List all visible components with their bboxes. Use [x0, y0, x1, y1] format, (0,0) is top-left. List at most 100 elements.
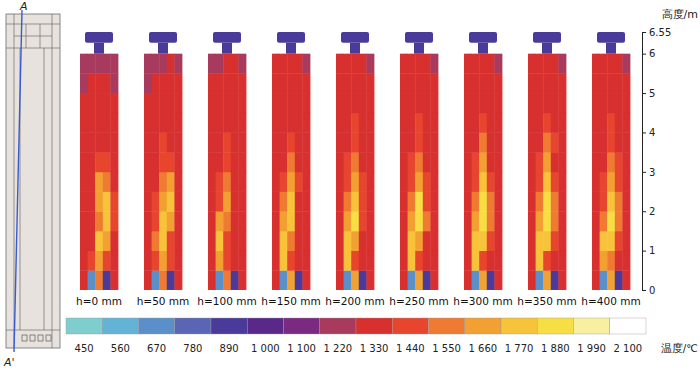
- cell: [344, 132, 352, 152]
- cell: [430, 73, 438, 93]
- tick: 0: [642, 285, 655, 296]
- cell: [344, 113, 352, 133]
- cell: [528, 211, 536, 231]
- cell: [408, 211, 416, 231]
- cell: [174, 192, 182, 212]
- cell: [295, 152, 303, 172]
- tick-mark: [642, 54, 646, 55]
- cell: [174, 251, 182, 271]
- cell: [472, 270, 480, 290]
- cell: [272, 251, 280, 271]
- cell: [487, 211, 495, 231]
- outlet-flange: [277, 32, 305, 43]
- colorbar-swatch: [175, 318, 211, 334]
- cell: [152, 152, 160, 172]
- cell: [592, 54, 600, 74]
- cell: [238, 251, 246, 271]
- cell: [423, 93, 431, 113]
- cell: [366, 211, 374, 231]
- cell: [366, 113, 374, 133]
- cell: [600, 172, 608, 192]
- cell: [88, 152, 96, 172]
- cell: [400, 270, 408, 290]
- cell: [95, 113, 103, 133]
- cell: [366, 93, 374, 113]
- cell: [600, 211, 608, 231]
- cell: [607, 54, 615, 74]
- cell: [295, 251, 303, 271]
- cell: [464, 231, 472, 251]
- cell: [600, 73, 608, 93]
- panel: [400, 32, 438, 290]
- cell: [408, 251, 416, 271]
- cell: [167, 192, 175, 212]
- colorbar-swatch: [284, 318, 320, 334]
- cell: [272, 73, 280, 93]
- cell: [400, 113, 408, 133]
- cell: [430, 211, 438, 231]
- cell: [536, 172, 544, 192]
- cell: [622, 152, 630, 172]
- cell: [216, 231, 224, 251]
- cell: [592, 211, 600, 231]
- cell: [159, 93, 167, 113]
- cell: [592, 172, 600, 192]
- cell: [159, 270, 167, 290]
- cell: [415, 93, 423, 113]
- panel: [336, 32, 374, 290]
- outlet-stem: [606, 43, 616, 54]
- cell: [287, 211, 295, 231]
- cell: [238, 73, 246, 93]
- outlet-stem: [478, 43, 488, 54]
- cell: [280, 73, 288, 93]
- cell: [472, 152, 480, 172]
- cell: [528, 231, 536, 251]
- cell: [351, 192, 359, 212]
- cell: [208, 113, 216, 133]
- cell: [536, 270, 544, 290]
- cell: [208, 73, 216, 93]
- furnace-body: [6, 14, 60, 348]
- cell: [144, 270, 152, 290]
- cell: [336, 54, 344, 74]
- cell: [80, 152, 88, 172]
- colorbar-label: 1 880: [541, 343, 570, 354]
- cell: [208, 192, 216, 212]
- cell: [400, 251, 408, 271]
- cell: [464, 132, 472, 152]
- outlet-flange: [533, 32, 561, 43]
- cell: [152, 132, 160, 152]
- cell: [174, 73, 182, 93]
- cell: [366, 54, 374, 74]
- colorbar-label: 1 100: [287, 343, 316, 354]
- cell: [302, 211, 310, 231]
- cell: [159, 172, 167, 192]
- cell: [487, 251, 495, 271]
- cell: [174, 231, 182, 251]
- cell: [551, 251, 559, 271]
- cell: [359, 251, 367, 271]
- cell: [415, 54, 423, 74]
- cell: [223, 270, 231, 290]
- cell: [167, 73, 175, 93]
- cell: [494, 211, 502, 231]
- cell: [280, 132, 288, 152]
- cell: [615, 73, 623, 93]
- cell: [592, 251, 600, 271]
- cell: [223, 251, 231, 271]
- cell: [607, 152, 615, 172]
- cell: [472, 93, 480, 113]
- cell: [494, 132, 502, 152]
- cell: [551, 93, 559, 113]
- cell: [272, 270, 280, 290]
- cell: [351, 132, 359, 152]
- cell: [80, 192, 88, 212]
- cell: [95, 211, 103, 231]
- cell: [174, 270, 182, 290]
- cell: [344, 192, 352, 212]
- cell: [479, 251, 487, 271]
- cell: [558, 192, 566, 212]
- outlet-flange: [213, 32, 241, 43]
- cell: [415, 73, 423, 93]
- cell: [622, 172, 630, 192]
